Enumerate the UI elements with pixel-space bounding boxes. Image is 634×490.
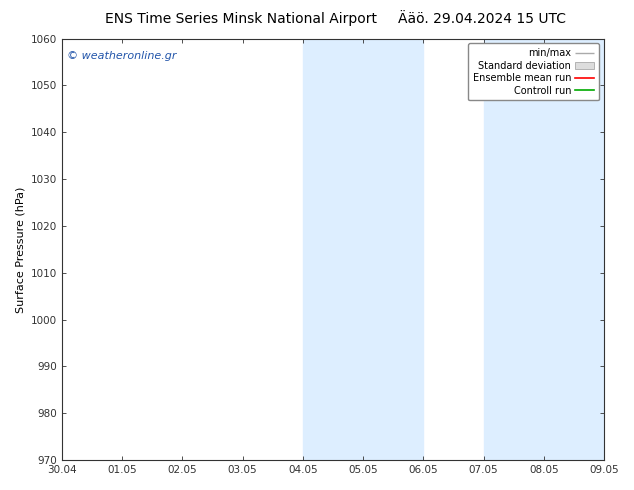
Legend: min/max, Standard deviation, Ensemble mean run, Controll run: min/max, Standard deviation, Ensemble me… [468,44,599,100]
Text: ENS Time Series Minsk National Airport: ENS Time Series Minsk National Airport [105,12,377,26]
Y-axis label: Surface Pressure (hPa): Surface Pressure (hPa) [15,186,25,313]
Text: © weatheronline.gr: © weatheronline.gr [67,51,177,61]
Bar [303,39,424,460]
Bar [484,39,604,460]
Text: Ääö. 29.04.2024 15 UTC: Ääö. 29.04.2024 15 UTC [398,12,566,26]
